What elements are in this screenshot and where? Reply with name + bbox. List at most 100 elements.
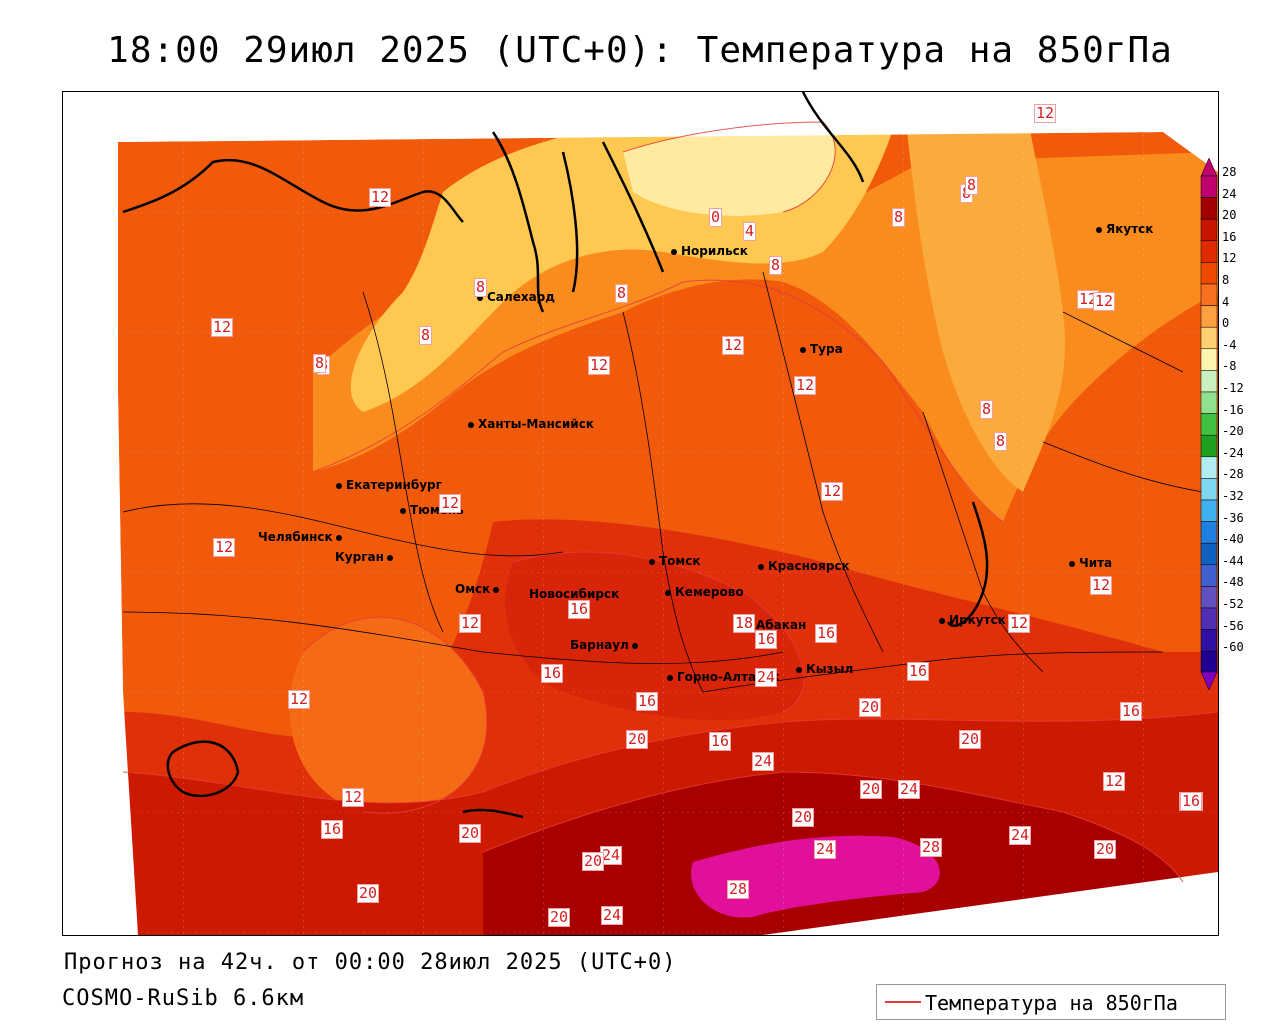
city-marker: [336, 482, 342, 489]
isoline-label: 4: [743, 222, 757, 241]
isoline-label: 16: [907, 662, 930, 681]
city-khanty-mansiysk: Ханты-Мансийск: [468, 417, 594, 431]
city-marker: [1096, 226, 1102, 233]
city-marker: [468, 421, 474, 428]
isoline-label: 20: [859, 698, 882, 717]
colorbar-tick-label: 4: [1222, 294, 1230, 309]
isoline-label: 8: [980, 400, 994, 419]
city-salekhard: Салехард: [477, 290, 555, 304]
colorbar-segment: [1200, 607, 1218, 630]
legend-label: Температура на 850гПа: [925, 991, 1178, 1015]
colorbar-segment: [1200, 218, 1218, 242]
legend-box: Температура на 850гПа: [876, 984, 1226, 1020]
city-yekaterinburg: Екатеринбург: [336, 478, 442, 492]
colorbar-tick-label: -36: [1222, 510, 1244, 525]
model-name: COSMO-RuSib 6.6км: [62, 986, 305, 1011]
city-marker: [758, 563, 764, 570]
city-marker: [386, 554, 393, 561]
isoline-label: 8: [615, 284, 629, 303]
colorbar-graphic: [1200, 158, 1218, 690]
city-chelyabinsk: Челябинск: [258, 530, 346, 544]
city-chita: Чита: [1069, 556, 1112, 570]
isoline-label: 20: [1094, 840, 1117, 859]
colorbar-segment: [1200, 370, 1218, 393]
isoline-label: 24: [755, 668, 778, 687]
isoline-label: 8: [994, 432, 1008, 451]
isoline-label: 16: [815, 624, 838, 643]
colorbar-segment: [1200, 499, 1218, 522]
colorbar-segment: [1200, 305, 1218, 328]
city-label: Курган: [335, 550, 384, 564]
colorbar-segment: [1200, 478, 1218, 501]
isoline-label: 16: [636, 692, 659, 711]
graticule: [63, 92, 1218, 935]
colorbar-tick-label: -4: [1222, 337, 1237, 352]
isoline-label: 8: [965, 176, 979, 195]
city-label: Салехард: [487, 290, 555, 304]
colorbar-tick-label: 24: [1222, 186, 1237, 201]
city-label: Екатеринбург: [346, 478, 442, 492]
temperature-field: [63, 92, 1218, 935]
isoline-label: 12: [794, 376, 817, 395]
isoline-label: 24: [814, 840, 837, 859]
isoline-label: 16: [321, 820, 344, 839]
colorbar-segment: [1200, 391, 1218, 414]
city-marker: [400, 507, 406, 514]
isoline-label: 12: [369, 188, 392, 207]
isoline-label: 12: [1008, 614, 1031, 633]
isoline-label: 12: [821, 482, 844, 501]
colorbar-segment: [1200, 564, 1218, 587]
colorbar-tick-label: 12: [1222, 251, 1237, 266]
city-marker: [335, 534, 342, 541]
isoline-label: 24: [601, 906, 624, 925]
admin-borders: [122, 271, 1204, 693]
colorbar-segment: [1200, 434, 1218, 458]
city-label: Томск: [659, 554, 701, 568]
isoline-label: 12: [342, 788, 365, 807]
colorbar-tick-label: -52: [1222, 597, 1244, 611]
colorbar-segment: [1200, 456, 1218, 479]
colorbar-tick-label: -48: [1222, 575, 1244, 590]
city-marker: [1069, 560, 1075, 567]
colorbar-tick-label: -60: [1222, 640, 1244, 655]
map-title: 18:00 29июл 2025 (UTC+0): Температура на…: [107, 30, 1173, 71]
city-label: Кемерово: [675, 585, 744, 599]
isoline-label: 12: [1090, 576, 1113, 595]
isoline-label: 8: [769, 256, 783, 275]
isoline-label: 18: [733, 614, 756, 633]
city-omsk: Омск: [455, 582, 503, 596]
city-marker: [796, 666, 802, 673]
colorbar-segment: [1200, 240, 1218, 263]
city-marker: [665, 589, 671, 596]
isoline-label: 12: [1093, 292, 1116, 311]
city-kemerovo: Кемерово: [665, 585, 744, 599]
city-label: Омск: [455, 582, 491, 596]
isoline-label: 16: [1120, 702, 1143, 721]
city-tura: Тура: [800, 342, 843, 356]
forecast-info: Прогноз на 42ч. от 00:00 28июл 2025 (UTC…: [64, 950, 677, 975]
city-label: Красноярск: [768, 559, 850, 573]
city-barnaul: Барнаул: [570, 638, 642, 652]
temperature-map: Якутск Норильск Салехард Тура Ханты-Манс…: [62, 91, 1219, 936]
colorbar-tick-label: -8: [1222, 359, 1237, 374]
colorbar-segment: [1200, 629, 1218, 652]
colorbar-tick-label: -12: [1222, 381, 1244, 395]
legend-line-swatch: [885, 1001, 921, 1003]
colorbar-tick-label: 8: [1222, 273, 1230, 287]
city-irkutsk: Иркутск: [939, 613, 1006, 627]
colorbar-top-arrow: [1200, 158, 1218, 177]
colorbar-segment: [1200, 413, 1218, 436]
city-label: Тура: [810, 342, 843, 356]
colorbar-tick-label: 20: [1222, 208, 1237, 223]
city-label: Кызыл: [806, 662, 854, 676]
city-marker: [939, 617, 945, 624]
city-label: Чита: [1079, 556, 1113, 570]
isoline-label: 0: [709, 208, 723, 227]
isoline-label: 12: [588, 356, 611, 375]
isoline-label: 24: [752, 752, 775, 771]
isoline-label: 12: [459, 614, 482, 633]
colorbar-tick-label: 16: [1222, 229, 1237, 244]
city-kyzyl: Кызыл: [796, 662, 853, 676]
city-marker: [477, 294, 483, 301]
coastlines: [122, 92, 989, 819]
